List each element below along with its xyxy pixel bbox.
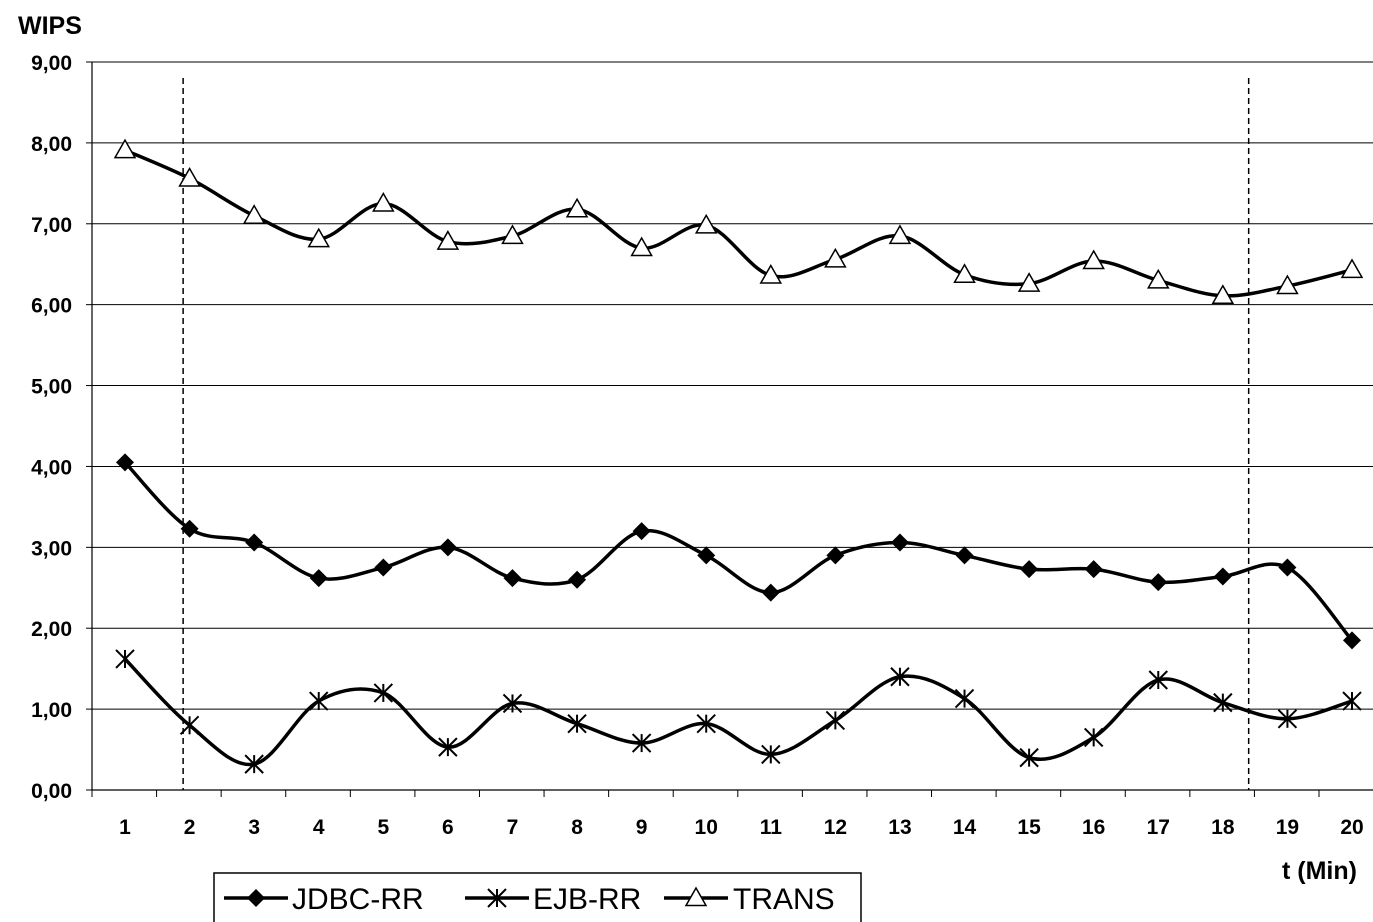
x-tick-label: 20 (1340, 816, 1363, 839)
x-tick-label: 19 (1276, 816, 1299, 839)
x-tick-label: 7 (507, 816, 519, 839)
data-point (762, 584, 780, 602)
data-point (1342, 260, 1362, 278)
data-point (1278, 559, 1296, 577)
x-tick-label: 3 (248, 816, 260, 839)
gridlines (92, 62, 1373, 709)
data-point (1214, 567, 1232, 585)
legend-label: JDBC-RR (292, 883, 424, 916)
x-axis-ticks: 1 2 3 4 5 6 7 8 9 10 11 12 13 14 15 16 17 18 19 20 (92, 790, 1364, 839)
legend: JDBC-RR EJB-RR TRANS (214, 873, 861, 922)
y-tick-label: 6,00 (31, 295, 72, 318)
data-point (956, 690, 974, 708)
x-tick-label: 1 (119, 816, 131, 839)
y-tick-label: 8,00 (31, 133, 72, 156)
series-line (125, 150, 1352, 296)
y-tick-label: 9,00 (31, 52, 72, 75)
data-point (955, 265, 975, 283)
y-tick-label: 4,00 (31, 456, 72, 479)
data-point (374, 559, 392, 577)
data-point (568, 571, 586, 589)
x-tick-label: 13 (888, 816, 911, 839)
data-point (374, 684, 392, 702)
data-point (826, 546, 844, 564)
series-jdbc-rr (116, 453, 1361, 649)
data-point (826, 711, 844, 729)
series-group (115, 140, 1362, 773)
x-tick-label: 14 (953, 816, 977, 839)
series-trans (115, 140, 1362, 303)
data-point (891, 533, 909, 551)
x-tick-label: 12 (824, 816, 847, 839)
series-ejb-rr (116, 650, 1361, 773)
data-point (1085, 728, 1103, 746)
x-axis-title: t (Min) (1282, 857, 1357, 885)
x-tick-label: 10 (695, 816, 718, 839)
data-point (1343, 692, 1361, 710)
x-tick-label: 4 (313, 816, 325, 839)
x-tick-label: 17 (1147, 816, 1170, 839)
data-point (439, 538, 457, 556)
data-point (181, 716, 199, 734)
x-tick-label: 11 (760, 816, 783, 839)
x-tick-label: 2 (184, 816, 196, 839)
legend-label: TRANS (733, 883, 835, 916)
x-tick-label: 9 (636, 816, 648, 839)
data-point (633, 522, 651, 540)
data-point (245, 533, 263, 551)
series-line (125, 462, 1352, 640)
data-point (697, 546, 715, 564)
x-tick-label: 5 (377, 816, 389, 839)
data-point (956, 546, 974, 564)
data-point (1020, 560, 1038, 578)
y-axis-ticks: 0,00 1,00 2,00 3,00 4,00 5,00 6,00 7,00 8,00 9,00 (31, 52, 92, 803)
data-point (1085, 560, 1103, 578)
y-axis-title: WIPS (18, 12, 82, 40)
data-point (1149, 573, 1167, 591)
data-point (373, 194, 393, 212)
y-tick-label: 7,00 (31, 214, 72, 237)
x-tick-label: 18 (1211, 816, 1235, 839)
data-point (310, 569, 328, 587)
y-tick-label: 1,00 (31, 699, 72, 722)
x-tick-label: 8 (571, 816, 583, 839)
x-tick-label: 15 (1017, 816, 1041, 839)
y-tick-label: 2,00 (31, 618, 72, 641)
x-tick-label: 16 (1082, 816, 1105, 839)
data-point (568, 715, 586, 733)
y-tick-label: 5,00 (31, 376, 72, 399)
series-line (125, 659, 1352, 765)
data-point (1214, 694, 1232, 712)
y-tick-label: 0,00 (31, 780, 72, 803)
data-point (244, 206, 264, 224)
data-point (310, 692, 328, 710)
data-point (116, 650, 134, 668)
x-tick-label: 6 (442, 816, 454, 839)
data-point (503, 569, 521, 587)
legend-label: EJB-RR (533, 883, 641, 916)
reference-lines (183, 78, 1249, 790)
y-tick-label: 3,00 (31, 537, 72, 560)
